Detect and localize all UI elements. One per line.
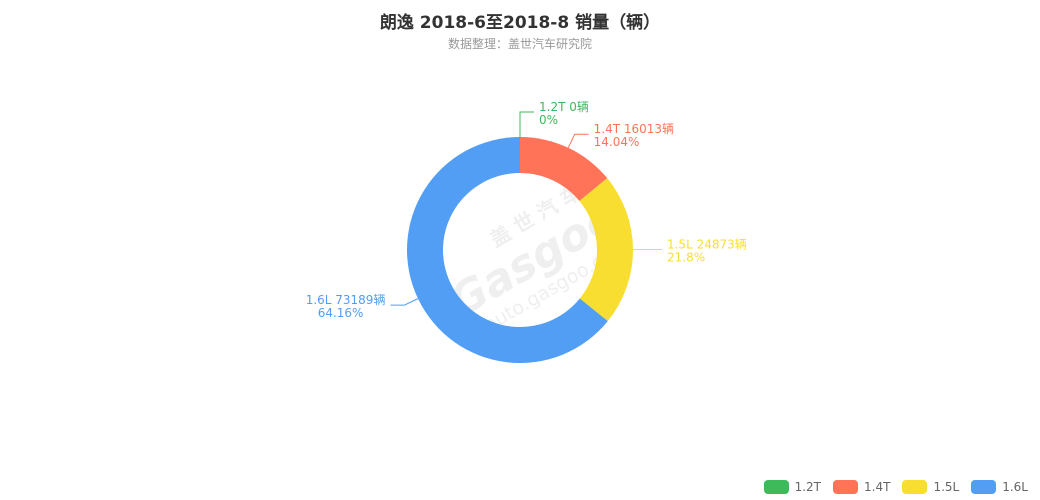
percent-label-1-2t: 0% xyxy=(539,113,558,127)
legend-item-1-2t[interactable]: 1.2T xyxy=(763,480,822,494)
slice-1-4t[interactable] xyxy=(520,137,608,202)
legend-label-1-5l: 1.5L xyxy=(933,480,960,494)
leader-line-1-2t xyxy=(519,111,534,137)
data-label-1-6l: 1.6L 73189辆 xyxy=(306,293,386,307)
legend-item-1-4t[interactable]: 1.4T xyxy=(833,480,890,494)
data-label-1-4t: 1.4T 16013辆 xyxy=(594,122,674,136)
legend-label-1-2t: 1.2T xyxy=(794,480,822,494)
percent-label-1-6l: 64.16% xyxy=(318,306,364,320)
data-label-1-5l: 1.5L 24873辆 xyxy=(667,238,747,252)
chart-subtitle: 数据整理：盖世汽车研究院 xyxy=(447,37,592,51)
legend-item-1-6l[interactable]: 1.6L xyxy=(971,480,1028,494)
percent-label-1-4t: 14.04% xyxy=(594,135,640,149)
legend-swatch-1-5l xyxy=(902,480,928,494)
leader-line-1-6l xyxy=(390,298,419,306)
slice-1-5l[interactable] xyxy=(579,178,633,322)
legend-swatch-1-4t xyxy=(833,480,859,494)
chart-title: 朗逸 2018-6至2018-8 销量（辆） xyxy=(379,13,661,33)
legend-label-1-4t: 1.4T xyxy=(864,480,891,494)
leader-line-1-4t xyxy=(567,133,589,149)
legend-swatch-1-6l xyxy=(971,480,997,494)
legend-swatch-1-2t xyxy=(763,480,789,494)
chart-legend: 1.2T 1.4T 1.5L 1.6L xyxy=(763,480,1028,494)
slice-1-6l[interactable] xyxy=(407,137,608,363)
data-label-1-2t: 1.2T 0辆 xyxy=(539,100,589,114)
legend-item-1-5l[interactable]: 1.5L xyxy=(902,480,959,494)
percent-label-1-5l: 21.8% xyxy=(667,251,705,265)
legend-label-1-6l: 1.6L xyxy=(1002,480,1028,494)
